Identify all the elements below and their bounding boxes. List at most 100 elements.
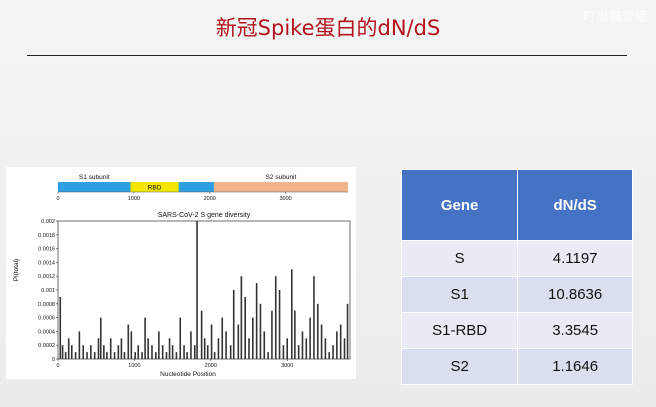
watermark: 叮当猫爱嗑	[582, 10, 648, 25]
diversity-bar	[61, 345, 64, 359]
domain-tick-label: 1000	[128, 196, 140, 202]
diversity-bar	[109, 338, 112, 359]
diversity-bar	[320, 324, 323, 359]
gene-cell: S2	[400, 348, 519, 385]
gene-cell: S1	[400, 276, 519, 313]
rbd-domain-label: RBD	[148, 185, 162, 192]
diversity-bar	[97, 338, 100, 359]
x-tick-label: 2000	[205, 363, 217, 369]
s1-domain-label: S1 subunit	[79, 174, 110, 181]
diversity-bar	[154, 352, 157, 359]
domain-tick-label: 3000	[280, 196, 292, 202]
diversity-bar	[158, 331, 160, 359]
y-tick-label: 0.0014	[38, 260, 55, 266]
y-tick-label: 0.0006	[38, 316, 55, 322]
s2-domain-bar	[213, 182, 348, 192]
diversity-bar	[255, 283, 258, 359]
y-tick-label: 0.0012	[38, 274, 55, 280]
y-tick-label: 0.0018	[38, 233, 55, 239]
y-tick-label: 0.0008	[38, 302, 55, 308]
diversity-bar	[64, 352, 67, 359]
dnds-cell: 10.8636	[517, 276, 633, 313]
diversity-bar	[271, 310, 273, 359]
diversity-bar	[206, 345, 209, 359]
diversity-bar	[179, 317, 182, 359]
diversity-bar	[171, 345, 174, 359]
diversity-bar	[274, 276, 277, 359]
diversity-bar	[93, 352, 96, 359]
table-header-row: Gene dN/dS	[400, 169, 633, 241]
diversity-bar	[175, 352, 178, 359]
diversity-figure: S1 subunit RBD S2 subunit 0 1000 2000 3000 SAR…	[6, 167, 356, 379]
diversity-bar	[183, 345, 185, 359]
diversity-bar	[346, 303, 349, 359]
y-tick-label: 0.0004	[38, 329, 55, 335]
diversity-bar	[103, 345, 105, 359]
y-tick-label: 0.0016	[38, 247, 55, 253]
diversity-bar	[248, 338, 250, 359]
diversity-bar	[193, 345, 196, 359]
x-tick-label: 1000	[128, 363, 140, 369]
diversity-bar	[278, 290, 281, 359]
chart-title: SARS-CoV-2 S gene diversity	[158, 212, 251, 219]
diversity-bar	[137, 345, 140, 359]
diversity-bar	[190, 331, 192, 359]
diversity-bar	[59, 296, 62, 359]
y-tick-label: 0.001	[41, 288, 55, 294]
plot-frame	[57, 220, 351, 360]
diversity-bar	[240, 276, 243, 359]
diversity-bar	[244, 296, 246, 359]
diversity-bar	[130, 331, 133, 359]
x-tick-label: 0	[56, 363, 59, 369]
diversity-bar	[70, 345, 73, 359]
diversity-bar	[301, 331, 304, 359]
s2-domain-label: S2 subunit	[266, 174, 297, 181]
domain-map: S1 subunit RBD S2 subunit 0 1000 2000 3000	[56, 174, 348, 202]
diversity-bar	[339, 324, 342, 359]
diversity-bar	[90, 345, 92, 359]
diversity-bar	[147, 338, 149, 359]
diversity-bar	[237, 324, 240, 359]
diversity-bar	[225, 331, 227, 359]
dnds-cell: 3.3545	[517, 312, 633, 349]
diversity-bar	[217, 338, 220, 359]
column-header-dnds: dN/dS	[517, 169, 633, 241]
diversity-chart: S1 subunit RBD S2 subunit 0 1000 2000 3000 SAR…	[13, 174, 351, 378]
column-header-gene: Gene	[400, 169, 519, 241]
diversity-bar	[120, 338, 123, 359]
table-row: S1 10.8636	[400, 276, 633, 313]
diversity-bar	[336, 331, 338, 359]
y-tick-label: 0.0002	[38, 343, 55, 349]
diversity-bar	[309, 317, 311, 359]
diversity-bar	[67, 338, 70, 359]
table-row: S 4.1197	[400, 240, 633, 277]
diversity-bar	[221, 317, 224, 359]
diversity-bar	[113, 352, 116, 359]
diversity-bar	[252, 317, 254, 359]
diversity-bar	[200, 310, 203, 359]
diversity-bar	[294, 310, 296, 359]
diversity-bar	[151, 345, 153, 359]
y-tick-label: 0.002	[41, 219, 55, 225]
table-row: S2 1.1646	[400, 348, 633, 385]
diversity-bar	[134, 352, 136, 359]
diversity-bar	[117, 345, 120, 359]
dnds-table: Gene dN/dS S 4.1197 S1 10.8636 S1-RBD 3.…	[400, 169, 633, 385]
diversity-bar	[78, 331, 81, 359]
diversity-bar	[232, 290, 235, 359]
title-divider	[27, 55, 627, 56]
gene-cell: S	[400, 240, 519, 277]
slide-title: 新冠Spike蛋白的dN/dS	[215, 16, 441, 40]
table-row: S1-RBD 3.3545	[400, 312, 633, 349]
diversity-bar	[305, 338, 308, 359]
diversity-bar	[196, 221, 198, 359]
diversity-bar	[297, 345, 300, 359]
diversity-bar	[161, 345, 164, 359]
diversity-bar	[74, 352, 77, 359]
diversity-bar	[316, 303, 319, 359]
diversity-bar	[165, 352, 168, 359]
y-tick-label: 0	[52, 357, 55, 363]
diversity-bar	[286, 338, 288, 359]
diversity-bar	[86, 352, 88, 359]
